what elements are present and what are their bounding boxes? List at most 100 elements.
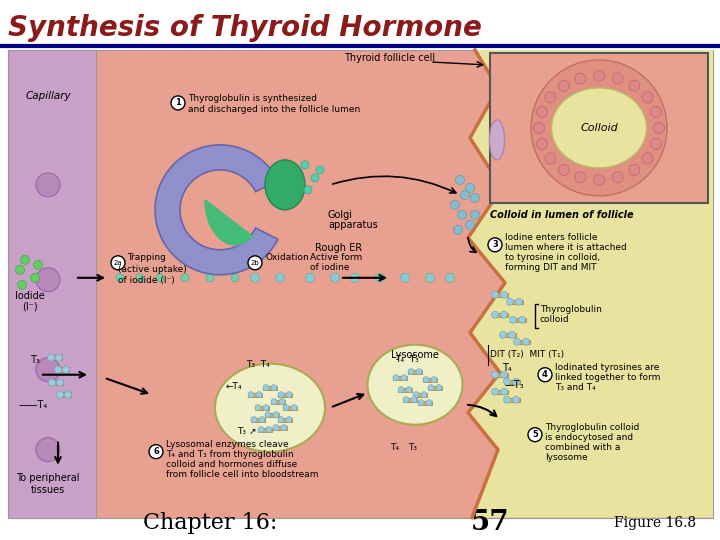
Circle shape	[466, 184, 474, 192]
Circle shape	[629, 80, 640, 91]
Circle shape	[48, 354, 55, 361]
Text: 1: 1	[175, 98, 181, 107]
Bar	[500, 333, 516, 337]
Circle shape	[500, 291, 508, 298]
Circle shape	[55, 366, 61, 373]
Text: T₃: T₃	[408, 443, 418, 452]
Polygon shape	[205, 200, 253, 245]
Circle shape	[528, 428, 542, 442]
Bar	[408, 370, 422, 374]
Bar	[258, 428, 272, 431]
Circle shape	[401, 375, 407, 381]
Circle shape	[258, 427, 264, 433]
Circle shape	[411, 397, 417, 403]
Circle shape	[593, 70, 605, 82]
Circle shape	[206, 274, 214, 282]
Circle shape	[17, 280, 27, 289]
Circle shape	[408, 369, 414, 375]
Circle shape	[279, 399, 285, 404]
Circle shape	[231, 274, 239, 282]
Text: DIT (T₂)  MIT (T₁): DIT (T₂) MIT (T₁)	[490, 350, 564, 359]
Circle shape	[538, 368, 552, 382]
Circle shape	[263, 384, 269, 391]
Text: T₃: T₃	[30, 355, 40, 365]
Circle shape	[466, 220, 474, 230]
Text: T₄  T₃: T₄ T₃	[395, 355, 419, 364]
Bar	[273, 426, 287, 430]
Circle shape	[251, 273, 259, 282]
Text: Lysosome: Lysosome	[391, 350, 439, 360]
Text: Iodine enters follicle: Iodine enters follicle	[505, 233, 598, 242]
Circle shape	[304, 186, 312, 194]
Circle shape	[418, 400, 424, 406]
Circle shape	[301, 161, 309, 169]
Circle shape	[513, 378, 520, 385]
Circle shape	[506, 298, 513, 305]
Circle shape	[36, 437, 60, 462]
Circle shape	[266, 427, 272, 433]
Circle shape	[271, 384, 277, 391]
Bar	[504, 397, 520, 402]
Circle shape	[642, 92, 653, 103]
Circle shape	[575, 172, 586, 183]
Circle shape	[256, 392, 262, 397]
Circle shape	[500, 311, 508, 318]
Circle shape	[516, 298, 523, 305]
Circle shape	[56, 391, 63, 398]
Circle shape	[492, 311, 498, 318]
Circle shape	[30, 273, 40, 282]
Circle shape	[403, 397, 409, 403]
Text: colloid: colloid	[540, 315, 570, 324]
Text: from follicle cell into bloodstream: from follicle cell into bloodstream	[166, 470, 318, 479]
Bar	[423, 377, 437, 382]
Circle shape	[65, 391, 71, 398]
Circle shape	[492, 388, 498, 395]
Circle shape	[575, 73, 586, 84]
Circle shape	[531, 60, 667, 196]
Circle shape	[431, 377, 437, 383]
Bar	[492, 293, 508, 297]
Text: —T₃: —T₃	[505, 380, 525, 390]
Circle shape	[612, 73, 623, 84]
Circle shape	[642, 153, 653, 164]
Circle shape	[406, 387, 412, 393]
Circle shape	[651, 138, 662, 150]
Circle shape	[456, 176, 464, 184]
Text: 6: 6	[153, 447, 159, 456]
Text: 4: 4	[542, 370, 548, 379]
Circle shape	[36, 268, 60, 292]
Bar	[48, 355, 62, 360]
Circle shape	[558, 80, 570, 91]
Bar	[263, 386, 277, 390]
Circle shape	[423, 377, 429, 383]
Circle shape	[330, 273, 340, 282]
Circle shape	[259, 417, 265, 423]
Circle shape	[181, 274, 189, 282]
Polygon shape	[468, 50, 713, 518]
Circle shape	[545, 92, 556, 103]
Bar	[251, 417, 265, 422]
Bar	[8, 50, 713, 518]
Circle shape	[278, 417, 284, 423]
Bar	[490, 53, 708, 203]
Ellipse shape	[215, 364, 325, 451]
Text: forming DIT and MIT: forming DIT and MIT	[505, 264, 596, 272]
Circle shape	[513, 338, 521, 345]
Circle shape	[510, 316, 516, 323]
Text: Chapter 16:: Chapter 16:	[143, 511, 277, 534]
Bar	[507, 300, 523, 304]
Circle shape	[376, 273, 384, 282]
Bar	[393, 376, 407, 380]
Circle shape	[651, 106, 662, 117]
Circle shape	[654, 123, 665, 133]
Text: 57: 57	[471, 509, 509, 536]
Circle shape	[416, 369, 422, 375]
Circle shape	[116, 274, 124, 282]
Bar	[255, 406, 269, 410]
Text: combined with a: combined with a	[545, 443, 621, 452]
Polygon shape	[155, 145, 278, 275]
Text: T₄: T₄	[390, 443, 400, 452]
Circle shape	[461, 191, 469, 199]
Bar	[248, 393, 262, 397]
Circle shape	[251, 417, 257, 423]
